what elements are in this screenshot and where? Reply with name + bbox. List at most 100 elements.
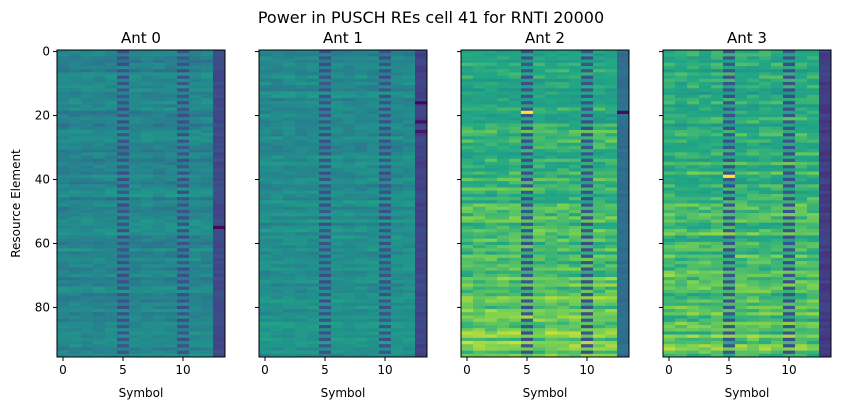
heatmap-cell xyxy=(165,97,178,102)
heatmap-cell xyxy=(771,56,784,60)
heatmap-cell xyxy=(593,318,606,323)
heatmap-cell xyxy=(177,142,190,147)
heatmap-cell xyxy=(105,331,118,335)
heatmap-cell xyxy=(367,206,380,211)
heatmap-cell xyxy=(795,187,808,192)
heatmap-cell xyxy=(557,344,570,348)
heatmap-cell xyxy=(295,305,308,310)
heatmap-cell xyxy=(415,219,428,223)
heatmap-cell xyxy=(557,165,570,169)
heatmap-cell xyxy=(497,62,510,67)
heatmap-cell xyxy=(213,200,226,204)
heatmap-cell xyxy=(497,78,510,83)
heatmap-cell xyxy=(605,200,618,204)
heatmap-cell xyxy=(391,177,404,182)
heatmap-cell xyxy=(355,168,368,172)
heatmap-cell xyxy=(747,149,760,153)
heatmap-cell xyxy=(605,177,618,182)
heatmap-cell xyxy=(581,312,594,316)
heatmap-cell xyxy=(117,245,130,249)
heatmap-cell xyxy=(807,209,820,214)
heatmap-cell xyxy=(93,209,106,214)
heatmap-cell xyxy=(319,62,332,67)
heatmap-cell xyxy=(675,174,688,179)
heatmap-cell xyxy=(355,165,368,169)
heatmap-cell xyxy=(795,200,808,204)
heatmap-cell xyxy=(189,152,202,156)
heatmap-cell xyxy=(819,62,832,67)
heatmap-cell xyxy=(379,238,392,243)
heatmap-cell xyxy=(331,69,344,73)
heatmap-cell xyxy=(283,293,296,297)
heatmap-cell xyxy=(617,88,630,92)
heatmap-cell xyxy=(723,136,736,140)
heatmap-cell xyxy=(581,350,594,355)
heatmap-cell xyxy=(177,145,190,150)
heatmap-cell xyxy=(271,289,284,294)
heatmap-cell xyxy=(783,174,796,179)
heatmap-cell xyxy=(735,171,748,176)
heatmap-cell xyxy=(307,280,320,284)
heatmap-cell xyxy=(177,296,190,300)
heatmap-cell xyxy=(497,158,510,163)
heatmap-cell xyxy=(771,219,784,223)
heatmap-cell xyxy=(807,72,820,76)
heatmap-cell xyxy=(509,312,522,316)
heatmap-cell xyxy=(355,94,368,99)
heatmap-cell xyxy=(403,261,416,265)
heatmap-cell xyxy=(283,229,296,233)
heatmap-cell xyxy=(747,216,760,220)
heatmap-cell xyxy=(177,318,190,323)
heatmap-cell xyxy=(819,225,832,230)
heatmap-cell xyxy=(117,241,130,246)
heatmap-cell xyxy=(331,53,344,57)
heatmap-cell xyxy=(201,283,214,287)
heatmap-cell xyxy=(213,50,226,54)
heatmap-cell xyxy=(403,331,416,335)
heatmap-cell xyxy=(521,139,534,144)
heatmap-cell xyxy=(57,53,70,57)
heatmap-cell xyxy=(569,283,582,287)
heatmap-cell xyxy=(485,184,498,188)
heatmap-cell xyxy=(771,107,784,112)
heatmap-cell xyxy=(165,187,178,192)
heatmap-cell xyxy=(545,270,558,275)
heatmap-cell xyxy=(283,264,296,268)
heatmap-cell xyxy=(711,133,724,137)
heatmap-cell xyxy=(723,203,736,207)
heatmap-cell xyxy=(461,69,474,73)
heatmap-cell xyxy=(415,299,428,303)
heatmap-cell xyxy=(735,225,748,230)
heatmap-cell xyxy=(747,91,760,96)
heatmap-cell xyxy=(69,168,82,172)
heatmap-cell xyxy=(213,273,226,278)
heatmap-cell xyxy=(747,155,760,160)
heatmap-cell xyxy=(415,107,428,112)
heatmap-cell xyxy=(545,289,558,294)
heatmap-cell xyxy=(497,88,510,92)
heatmap-cell xyxy=(189,312,202,316)
heatmap-cell xyxy=(165,155,178,160)
heatmap-cell xyxy=(283,213,296,217)
heatmap-cell xyxy=(415,174,428,179)
heatmap-cell xyxy=(259,181,272,185)
heatmap-cell xyxy=(581,200,594,204)
heatmap-cell xyxy=(593,293,606,297)
heatmap-cell xyxy=(379,158,392,163)
heatmap-cell xyxy=(117,273,130,278)
heatmap-cell xyxy=(153,350,166,355)
heatmap-cell xyxy=(117,69,130,73)
heatmap-cell xyxy=(177,257,190,262)
heatmap-cell xyxy=(605,78,618,83)
heatmap-cell xyxy=(343,325,356,329)
heatmap-cell xyxy=(93,213,106,217)
heatmap-cell xyxy=(461,149,474,153)
heatmap-cell xyxy=(355,85,368,89)
heatmap-cell xyxy=(129,190,142,195)
heatmap-cell xyxy=(105,280,118,284)
heatmap-cell xyxy=(57,248,70,252)
heatmap-cell xyxy=(473,261,486,265)
heatmap-cell xyxy=(533,328,546,332)
heatmap-cell xyxy=(165,280,178,284)
heatmap-cell xyxy=(723,133,736,137)
